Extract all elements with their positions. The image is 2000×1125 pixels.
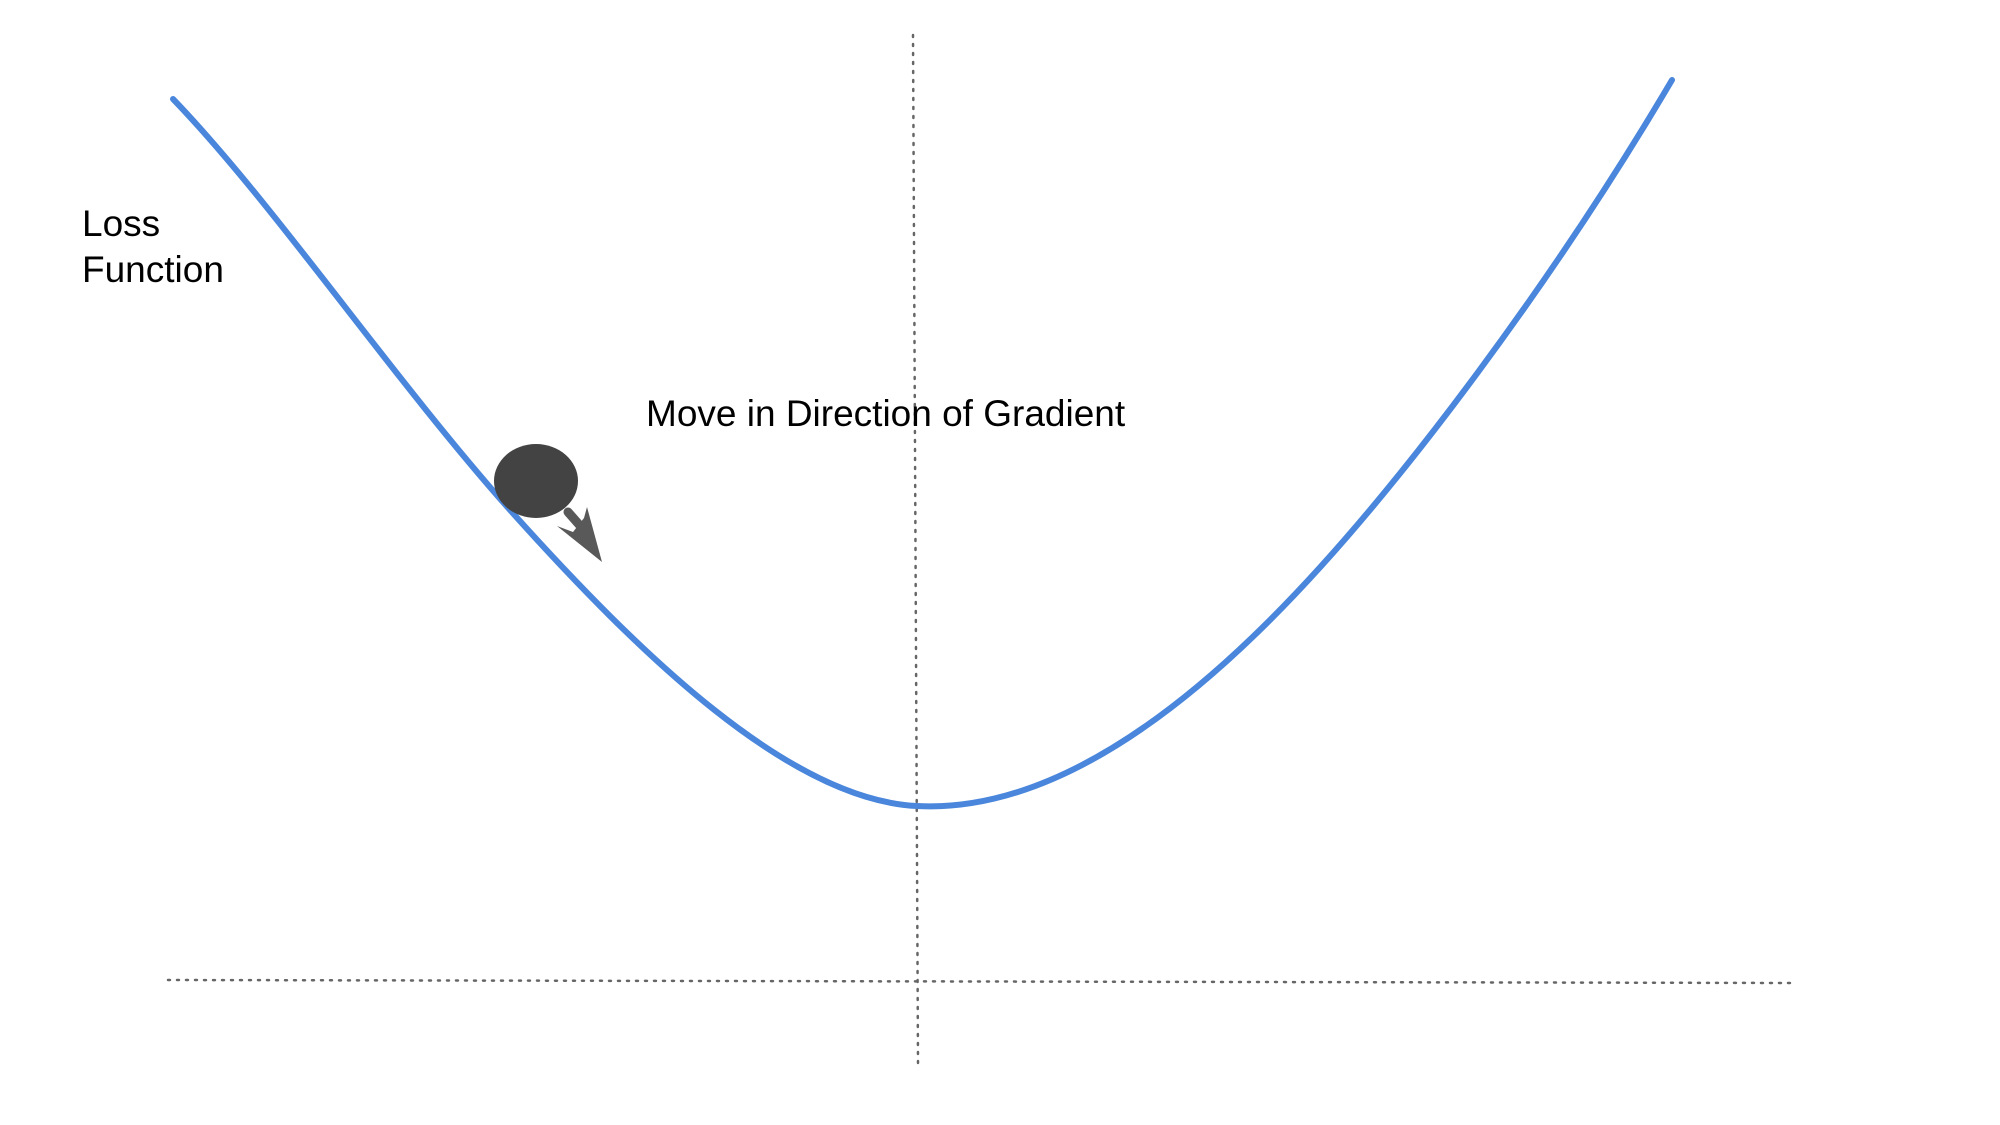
gradient-direction-label: Move in Direction of Gradient — [646, 393, 1126, 434]
vertical-axis — [911, 33, 920, 1065]
loss-label-line2: Function — [82, 249, 224, 290]
loss-curve — [170, 77, 1675, 810]
ball — [494, 444, 578, 518]
loss-label-line1: Loss — [82, 203, 161, 244]
loss-function-label: Loss Function — [82, 201, 224, 293]
horizontal-axis — [166, 978, 1795, 985]
gradient-arrow-icon — [557, 507, 602, 562]
